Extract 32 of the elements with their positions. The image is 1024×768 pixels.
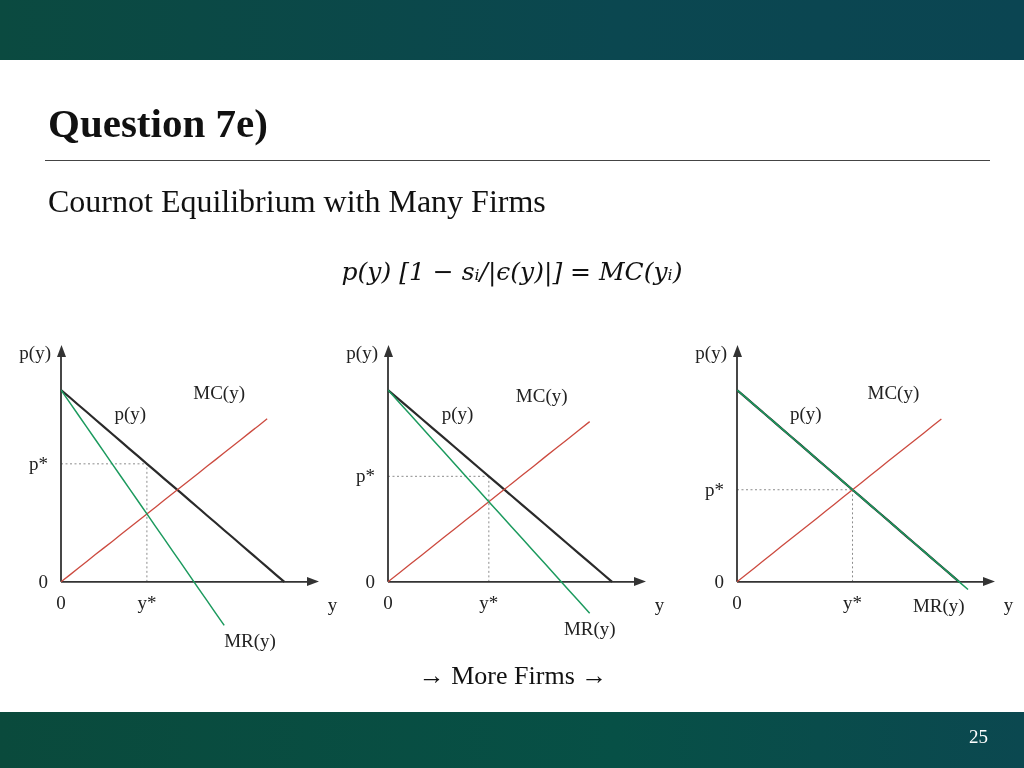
series-label: p(y) xyxy=(790,403,822,426)
text: Cournot Equilibrium with Many Firms xyxy=(48,183,546,219)
text: 0 xyxy=(365,570,375,592)
text: 0 xyxy=(714,570,724,592)
x-tick-label: y* xyxy=(479,591,499,613)
series-label: MC(y) xyxy=(515,384,568,407)
series-label: MR(y) xyxy=(912,594,965,617)
x-tick-label: 0 xyxy=(732,591,742,613)
series-label: p(y) xyxy=(441,403,474,426)
x-tick-label: 0 xyxy=(383,591,393,613)
ref-line-label: p* xyxy=(356,465,375,487)
series-label: MR(y) xyxy=(224,630,276,653)
y-axis-title: p(y) xyxy=(19,341,51,364)
series-label: p(y) xyxy=(114,403,147,426)
x-axis-title: y xyxy=(1003,593,1014,615)
ref-line-label: p* xyxy=(29,452,48,474)
text: p(y) [1 − sᵢ/|ϵ(y)|] = MC(yᵢ) xyxy=(340,257,684,286)
text: 25 xyxy=(969,726,988,747)
x-tick-label: y* xyxy=(843,591,863,613)
x-tick-label: 0 xyxy=(56,591,66,613)
series-label: MC(y) xyxy=(193,381,246,404)
x-axis-title: y xyxy=(654,593,665,615)
y-axis-title: p(y) xyxy=(695,341,727,364)
ref-line-label: p* xyxy=(705,478,724,500)
text: Question 7e) xyxy=(48,100,268,146)
series-label: MR(y) xyxy=(563,618,616,641)
x-axis-title: y xyxy=(327,593,338,615)
series-label: MC(y) xyxy=(867,381,920,404)
text: 0 xyxy=(38,570,48,592)
y-axis-title: p(y) xyxy=(346,341,378,364)
text: → More Firms → xyxy=(417,661,609,690)
x-tick-label: y* xyxy=(137,591,157,613)
